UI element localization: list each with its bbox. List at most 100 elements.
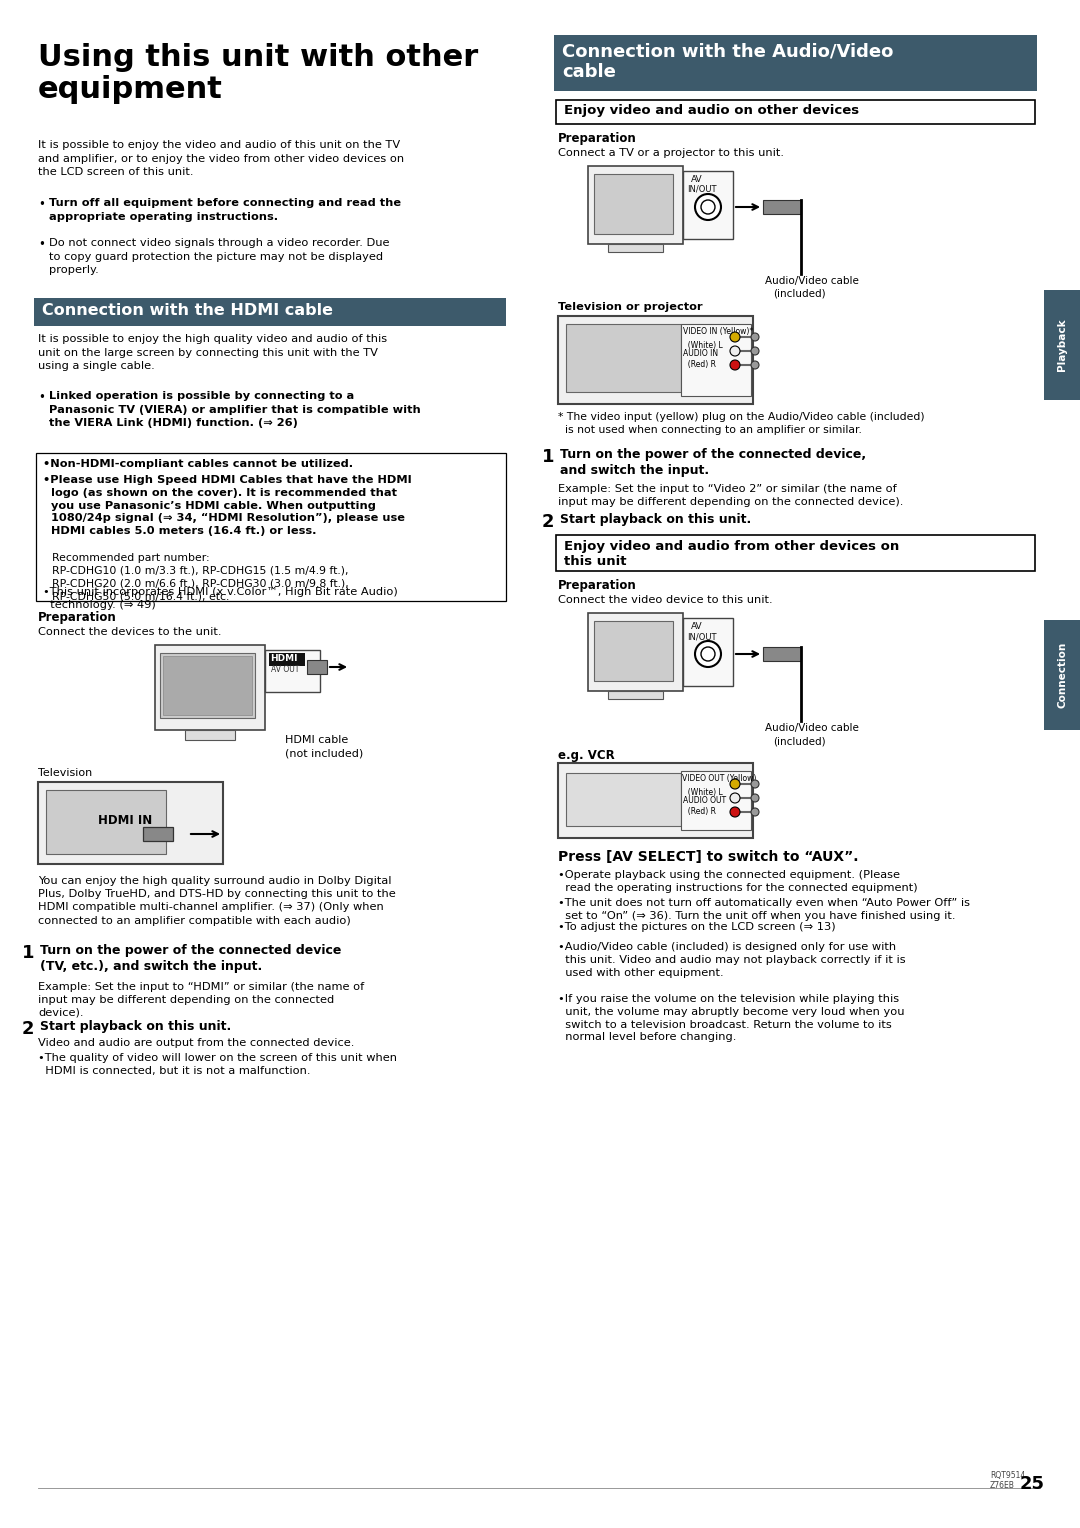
- Text: (Red) R: (Red) R: [683, 807, 716, 816]
- Circle shape: [730, 361, 740, 370]
- Text: (White) L: (White) L: [683, 341, 723, 350]
- Bar: [143, 827, 173, 840]
- Text: •: •: [38, 238, 45, 251]
- Circle shape: [751, 779, 759, 788]
- Circle shape: [696, 642, 721, 668]
- Text: Press [AV SELECT] to switch to “AUX”.: Press [AV SELECT] to switch to “AUX”.: [558, 850, 859, 863]
- Circle shape: [751, 333, 759, 341]
- Text: HDMI IN: HDMI IN: [98, 814, 152, 827]
- Text: 1: 1: [22, 944, 35, 963]
- Text: Using this unit with other
equipment: Using this unit with other equipment: [38, 43, 478, 104]
- Text: •This unit incorporates HDMI (x.v.Color™, High Bit rate Audio)
  technology. (⇒ : •This unit incorporates HDMI (x.v.Color™…: [43, 587, 397, 610]
- Bar: [681, 324, 751, 396]
- Text: •The unit does not turn off automatically even when “Auto Power Off” is
  set to: •The unit does not turn off automaticall…: [558, 898, 970, 921]
- Bar: [185, 730, 235, 740]
- Bar: [307, 660, 327, 674]
- Text: (included): (included): [773, 289, 825, 299]
- Circle shape: [730, 332, 740, 342]
- Bar: [558, 762, 753, 837]
- Bar: [1044, 620, 1080, 730]
- Circle shape: [751, 808, 759, 816]
- Bar: [269, 652, 305, 666]
- Bar: [608, 244, 663, 252]
- Text: Television: Television: [38, 769, 92, 778]
- Bar: [163, 656, 252, 715]
- Text: Connect the video device to this unit.: Connect the video device to this unit.: [558, 594, 772, 605]
- Text: Example: Set the input to “Video 2” or similar (the name of
input may be differe: Example: Set the input to “Video 2” or s…: [558, 484, 903, 507]
- Text: •To adjust the pictures on the LCD screen (⇒ 13): •To adjust the pictures on the LCD scree…: [558, 921, 836, 932]
- Bar: [683, 617, 733, 686]
- Text: AUDIO OUT: AUDIO OUT: [683, 796, 726, 805]
- Circle shape: [751, 361, 759, 368]
- Text: 25: 25: [1020, 1475, 1045, 1493]
- Text: •Please use High Speed HDMI Cables that have the HDMI
  logo (as shown on the co: •Please use High Speed HDMI Cables that …: [43, 475, 411, 536]
- Circle shape: [751, 347, 759, 354]
- Text: Linked operation is possible by connecting to a
Panasonic TV (VIERA) or amplifie: Linked operation is possible by connecti…: [49, 391, 421, 428]
- Text: It is possible to enjoy the video and audio of this unit on the TV
and amplifier: It is possible to enjoy the video and au…: [38, 141, 404, 177]
- Text: Start playback on this unit.: Start playback on this unit.: [40, 1021, 231, 1033]
- Text: •The quality of video will lower on the screen of this unit when
  HDMI is conne: •The quality of video will lower on the …: [38, 1053, 397, 1076]
- Text: AV OUT: AV OUT: [271, 665, 299, 674]
- Text: Example: Set the input to “HDMI” or similar (the name of
input may be different : Example: Set the input to “HDMI” or simi…: [38, 983, 364, 1018]
- Text: VIDEO OUT (Yellow): VIDEO OUT (Yellow): [681, 775, 756, 782]
- Bar: [46, 790, 166, 854]
- Text: 1: 1: [542, 448, 554, 466]
- Bar: [588, 613, 683, 691]
- Text: Connection with the HDMI cable: Connection with the HDMI cable: [42, 303, 333, 318]
- Circle shape: [730, 779, 740, 788]
- Text: AV: AV: [691, 176, 703, 183]
- Text: VIDEO IN (Yellow)*: VIDEO IN (Yellow)*: [683, 327, 753, 336]
- Text: Start playback on this unit.: Start playback on this unit.: [561, 513, 752, 526]
- Text: Recommended part number:
RP-CDHG10 (1.0 m/3.3 ft.), RP-CDHG15 (1.5 m/4.9 ft.),
R: Recommended part number: RP-CDHG10 (1.0 …: [52, 553, 349, 602]
- Bar: [156, 645, 265, 730]
- Text: Connection with the Audio/Video
cable: Connection with the Audio/Video cable: [562, 41, 893, 81]
- Text: Turn off all equipment before connecting and read the
appropriate operating inst: Turn off all equipment before connecting…: [49, 199, 401, 222]
- Text: Television or projector: Television or projector: [558, 303, 703, 312]
- Text: RQT9514: RQT9514: [990, 1471, 1025, 1481]
- Bar: [594, 174, 673, 234]
- Text: Preparation: Preparation: [558, 579, 637, 591]
- Text: Do not connect video signals through a video recorder. Due
to copy guard protect: Do not connect video signals through a v…: [49, 238, 390, 275]
- Bar: [566, 773, 681, 827]
- Bar: [588, 167, 683, 244]
- Text: IN/OUT: IN/OUT: [687, 633, 716, 642]
- Text: IN/OUT: IN/OUT: [687, 185, 716, 194]
- Text: Video and audio are output from the connected device.: Video and audio are output from the conn…: [38, 1038, 354, 1048]
- Text: It is possible to enjoy the high quality video and audio of this
unit on the lar: It is possible to enjoy the high quality…: [38, 335, 387, 371]
- Bar: [683, 171, 733, 238]
- Text: Turn on the power of the connected device,
and switch the input.: Turn on the power of the connected devic…: [561, 448, 866, 477]
- Circle shape: [751, 795, 759, 802]
- Text: (not included): (not included): [285, 749, 363, 758]
- Bar: [554, 35, 1037, 92]
- Text: •: •: [38, 391, 45, 403]
- Text: 2: 2: [22, 1021, 35, 1038]
- Bar: [38, 782, 222, 863]
- Bar: [558, 316, 753, 403]
- Text: Preparation: Preparation: [558, 131, 637, 145]
- Text: 2: 2: [542, 513, 554, 532]
- Text: Enjoy video and audio on other devices: Enjoy video and audio on other devices: [564, 104, 859, 118]
- Text: You can enjoy the high quality surround audio in Dolby Digital
Plus, Dolby TrueH: You can enjoy the high quality surround …: [38, 876, 395, 926]
- Text: •: •: [38, 199, 45, 211]
- Text: •Audio/Video cable (included) is designed only for use with
  this unit. Video a: •Audio/Video cable (included) is designe…: [558, 941, 906, 978]
- Bar: [160, 652, 255, 718]
- Text: AV: AV: [691, 622, 703, 631]
- Text: Connection: Connection: [1057, 642, 1067, 707]
- Bar: [681, 772, 751, 830]
- Text: •Operate playback using the connected equipment. (Please
  read the operating in: •Operate playback using the connected eq…: [558, 869, 918, 892]
- Text: * The video input (yellow) plug on the Audio/Video cable (included)
  is not use: * The video input (yellow) plug on the A…: [558, 413, 924, 435]
- Text: HDMI: HDMI: [270, 654, 297, 663]
- Text: (White) L: (White) L: [683, 788, 723, 798]
- Text: Audio/Video cable: Audio/Video cable: [765, 277, 859, 286]
- Text: Audio/Video cable: Audio/Video cable: [765, 723, 859, 733]
- Text: Preparation: Preparation: [38, 611, 117, 623]
- Text: (included): (included): [773, 736, 825, 746]
- Text: Connect a TV or a projector to this unit.: Connect a TV or a projector to this unit…: [558, 148, 784, 157]
- Text: •Non-HDMI-compliant cables cannot be utilized.: •Non-HDMI-compliant cables cannot be uti…: [43, 458, 353, 469]
- Bar: [33, 298, 507, 325]
- Circle shape: [730, 793, 740, 804]
- Bar: [762, 200, 801, 214]
- Text: (Red) R: (Red) R: [683, 361, 716, 368]
- Bar: [594, 620, 673, 681]
- Circle shape: [730, 807, 740, 817]
